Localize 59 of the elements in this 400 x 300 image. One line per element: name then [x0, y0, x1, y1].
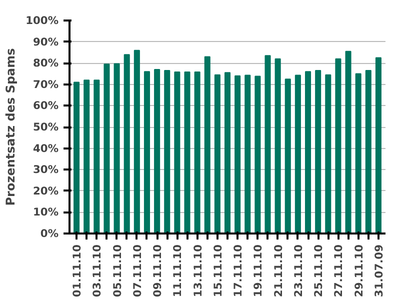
bar [204, 56, 210, 234]
bar [104, 64, 110, 234]
y-tick-label: 20% [32, 184, 59, 198]
x-tick-label: 17.11.10 [232, 244, 245, 298]
bar [174, 72, 180, 234]
bar [335, 58, 342, 234]
y-tick-label: 30% [32, 163, 59, 176]
y-tick-label: 90% [32, 35, 59, 48]
x-tick-label: 07.11.10 [130, 244, 144, 298]
x-tick-label: 09.11.10 [151, 244, 164, 298]
bar [144, 71, 150, 234]
bar [84, 80, 90, 234]
y-axis-title: Prozentsatz des Spams [4, 48, 18, 206]
bar [355, 73, 362, 234]
bar [94, 80, 100, 234]
bar [164, 70, 170, 234]
bar [244, 74, 251, 234]
x-tick-label: 19.11.10 [252, 244, 265, 298]
y-tick-label: 100% [26, 14, 59, 27]
bar [315, 70, 322, 234]
x-tick-label: 27.11.10 [332, 244, 346, 298]
bar [375, 57, 382, 234]
bar [234, 75, 241, 234]
y-tick-label: 60% [32, 99, 59, 112]
bar [124, 54, 130, 234]
x-tick-label: 03.11.10 [90, 244, 104, 298]
y-tick-label: 80% [32, 56, 59, 70]
y-tick-label: 50% [32, 120, 59, 134]
y-tick-label: 10% [32, 206, 59, 219]
x-tick-label: 15.11.10 [211, 244, 224, 298]
y-tick-label: 0% [40, 227, 59, 240]
x-tick-label: 11.11.10 [171, 244, 184, 298]
bar [304, 71, 312, 234]
bar [284, 78, 291, 234]
x-tick-label: 05.11.10 [110, 244, 124, 298]
x-tick-label: 01.11.10 [70, 244, 84, 298]
x-tick-label: 13.11.10 [191, 244, 204, 298]
bar [264, 55, 271, 234]
bar [325, 74, 332, 234]
x-tick-label: 23.11.10 [292, 244, 305, 298]
bar [294, 74, 301, 234]
y-tick-label: 40% [32, 142, 59, 155]
bar [154, 68, 160, 234]
bar [74, 82, 80, 234]
bar [224, 72, 231, 234]
y-tick-label: 70% [32, 78, 59, 91]
bar [254, 76, 261, 234]
bar [194, 72, 200, 234]
bar [214, 74, 220, 234]
bar [365, 70, 372, 234]
bar [345, 50, 352, 234]
x-tick-label: 29.11.10 [352, 244, 366, 298]
bar [114, 63, 120, 234]
bar [274, 58, 281, 234]
bar [184, 72, 190, 234]
x-tick-label: 31.07.09 [372, 244, 386, 298]
x-tick-label: 25.11.10 [312, 244, 326, 298]
x-tick-label: 21.11.10 [272, 244, 285, 298]
bar [134, 50, 140, 234]
